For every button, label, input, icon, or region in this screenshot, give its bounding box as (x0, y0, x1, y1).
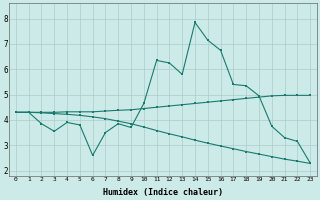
X-axis label: Humidex (Indice chaleur): Humidex (Indice chaleur) (103, 188, 223, 197)
